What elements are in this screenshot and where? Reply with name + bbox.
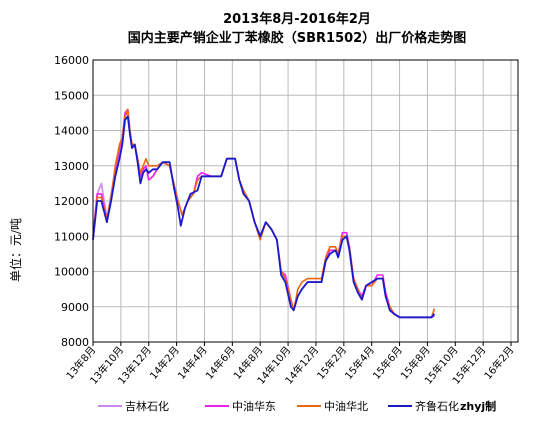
y-axis-label: 单位：元/吨 <box>8 218 23 282</box>
x-tick-label: 16年2月 <box>481 344 516 382</box>
y-tick-label: 13000 <box>54 160 89 173</box>
y-tick-label: 12000 <box>54 195 89 208</box>
y-tick-label: 9000 <box>61 301 89 314</box>
series-lines <box>92 108 436 319</box>
y-axis-ticks: 8000 9000 10000 11000 12000 13000 14000 15000 16… <box>54 54 89 349</box>
legend: 吉林石化 中油华东 中油华北 齐鲁石化 <box>98 399 459 413</box>
y-tick-label: 10000 <box>54 266 89 279</box>
y-tick-label: 16000 <box>54 54 89 67</box>
y-tick-label: 8000 <box>61 336 89 349</box>
legend-label: 中油华北 <box>324 399 368 413</box>
legend-label: 齐鲁石化 <box>415 399 459 413</box>
chart-title: 2013年8月-2016年2月 <box>223 11 371 27</box>
y-tick-label: 15000 <box>54 89 89 102</box>
credit-label: zhyj制 <box>460 399 496 413</box>
x-axis-ticks: 13年8月13年10月13年12月14年2月14年4月14年6月14年8月14年… <box>63 342 516 387</box>
plot-frame <box>92 59 519 343</box>
series-line <box>92 115 436 319</box>
chart-subtitle: 国内主要产销企业丁苯橡胶（SBR1502）出厂价格走势图 <box>128 30 466 46</box>
y-tick-label: 14000 <box>54 125 89 138</box>
legend-label: 中油华东 <box>232 399 276 413</box>
gridlines <box>92 59 518 343</box>
y-tick-label: 11000 <box>54 230 89 243</box>
legend-label: 吉林石化 <box>125 399 169 413</box>
